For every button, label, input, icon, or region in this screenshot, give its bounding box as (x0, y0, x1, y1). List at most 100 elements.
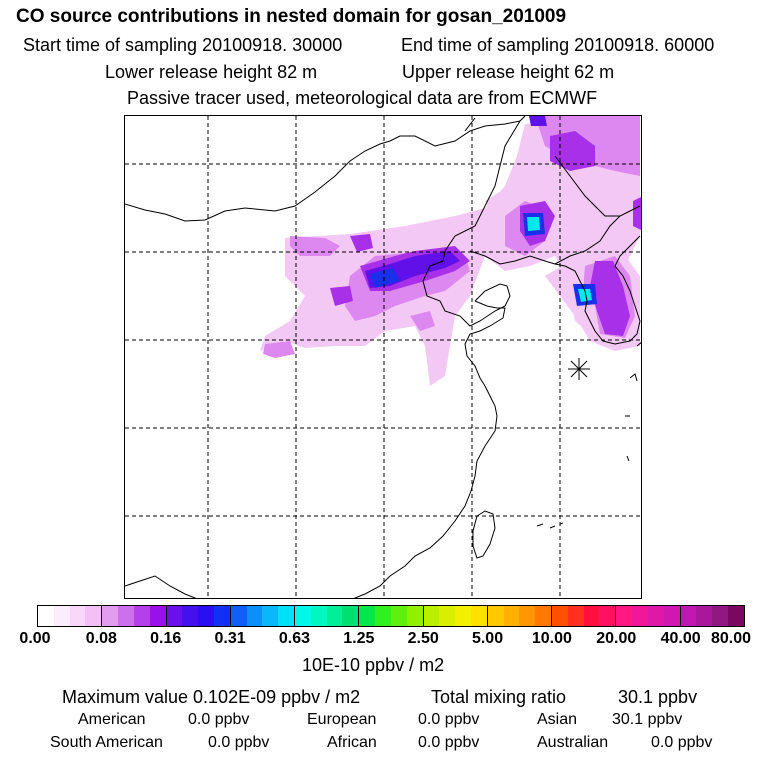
colorbar-tick-label: 0.16 (150, 630, 182, 647)
colorbar-swatch (278, 606, 295, 626)
colorbar-tick-label: 40.00 (660, 630, 701, 647)
colorbar-swatch (552, 606, 568, 626)
colorbar-tick-label: 0.00 (19, 630, 51, 647)
asian-label: Asian (537, 711, 578, 728)
colorbar-swatch (680, 606, 697, 626)
colorbar-swatch (133, 606, 150, 626)
australian-value: 0.0 ppbv (651, 734, 713, 751)
colorbar-tick-label: 1.25 (343, 630, 375, 647)
colorbar-swatch (503, 606, 520, 626)
map-panel (124, 115, 642, 599)
african-label: African (327, 734, 377, 751)
colorbar-swatch (198, 606, 214, 626)
colorbar-swatch (375, 606, 391, 626)
colorbar-swatch (535, 606, 552, 626)
total-mixing-ratio-value: 30.1 ppbv (618, 687, 698, 707)
american-value: 0.0 ppbv (188, 711, 250, 728)
total-mixing-ratio-label: Total mixing ratio (431, 687, 567, 707)
colorbar-swatch (455, 606, 471, 626)
american-label: American (78, 711, 146, 728)
tracer-note: Passive tracer used, meteorological data… (127, 88, 598, 108)
border-inner-north (125, 575, 197, 598)
receptor-marker-icon (568, 358, 590, 380)
map-canvas (125, 116, 641, 598)
colorbar-swatch (712, 606, 728, 626)
upper-release-height: Upper release height 62 m (402, 62, 615, 82)
plume-layer (260, 116, 641, 386)
colorbar-swatch (487, 606, 504, 626)
coastline-liaodong (469, 250, 566, 267)
islands-south (536, 522, 564, 529)
australian-label: Australian (537, 734, 609, 751)
south-american-label: South American (50, 734, 163, 751)
plume-violet-c (330, 286, 353, 306)
colorbar-swatch (102, 606, 119, 626)
plume-mid-a (290, 236, 340, 256)
colorbar-swatch (519, 606, 536, 626)
asian-value: 30.1 ppbv (612, 711, 683, 728)
taiwan-island (472, 510, 496, 559)
colorbar-swatch (149, 606, 167, 626)
colorbar-swatch (423, 606, 440, 626)
colorbar-swatch (118, 606, 134, 626)
colorbar-swatch (38, 606, 54, 626)
colorbar-swatch (359, 606, 376, 626)
colorbar-swatch (166, 606, 183, 626)
plume-mid-d (410, 311, 435, 331)
colorbar-swatch (246, 606, 263, 626)
colorbar-swatch (727, 606, 744, 626)
colorbar-swatch (85, 606, 103, 626)
colorbar-tick-label: 2.50 (407, 630, 439, 647)
colorbar-swatch (310, 606, 327, 626)
lower-release-height: Lower release height 82 m (105, 62, 318, 82)
plume-cyan-ne (527, 217, 540, 231)
colorbar-tick-label: 80.00 (710, 630, 752, 647)
coastline-north (125, 120, 521, 222)
colorbar-swatch (647, 606, 664, 626)
colorbar-swatch (262, 606, 279, 626)
colorbar-swatch (182, 606, 199, 626)
plume-cyan-korea (578, 289, 592, 302)
colorbar-swatch (567, 606, 584, 626)
colorbar-swatch (53, 606, 70, 626)
colorbar-swatch (439, 606, 456, 626)
colorbar-swatch (69, 606, 86, 626)
african-value: 0.0 ppbv (418, 734, 480, 751)
colorbar-swatch (326, 606, 343, 626)
colorbar-swatch (406, 606, 424, 626)
coastline-korea (564, 235, 641, 345)
colorbar-tick-label: 0.63 (278, 630, 311, 647)
coastline-korea-north (554, 205, 641, 265)
colorbar-swatch (599, 606, 617, 626)
colorbar (37, 605, 745, 627)
plume-blue-a (370, 268, 400, 288)
colorbar-swatch (632, 606, 648, 626)
plume-violet-east (633, 197, 641, 230)
colorbar-tick-label: 10.00 (531, 630, 572, 647)
colorbar-swatch (696, 606, 713, 626)
colorbar-swatch (342, 606, 360, 626)
coastline-layer (125, 116, 641, 598)
colorbar-swatch (616, 606, 633, 626)
colorbar-swatch (470, 606, 488, 626)
colorbar-swatch (230, 606, 247, 626)
graticule (125, 116, 641, 598)
colorbar-swatch (663, 606, 681, 626)
coastline-east-china (353, 385, 498, 598)
colorbar-swatch (213, 606, 231, 626)
plume-mid-c (263, 341, 295, 358)
plume-violet-korea (590, 261, 630, 336)
coastline-bohai (422, 120, 521, 327)
colorbar-tick-label: 0.31 (214, 630, 246, 647)
maximum-value: Maximum value 0.102E-09 ppbv / m2 (62, 687, 361, 707)
end-time: End time of sampling 20100918. 60000 (401, 35, 715, 55)
colorbar-swatch (583, 606, 600, 626)
colorbar-swatch (295, 606, 311, 626)
south-american-value: 0.0 ppbv (208, 734, 270, 751)
colorbar-unit: 10E-10 ppbv / m2 (302, 655, 445, 675)
plume-violet-a (350, 234, 373, 252)
european-label: European (307, 711, 377, 728)
colorbar-swatch (390, 606, 407, 626)
plot-title: CO source contributions in nested domain… (16, 6, 567, 27)
start-time: Start time of sampling 20100918. 30000 (23, 35, 343, 55)
